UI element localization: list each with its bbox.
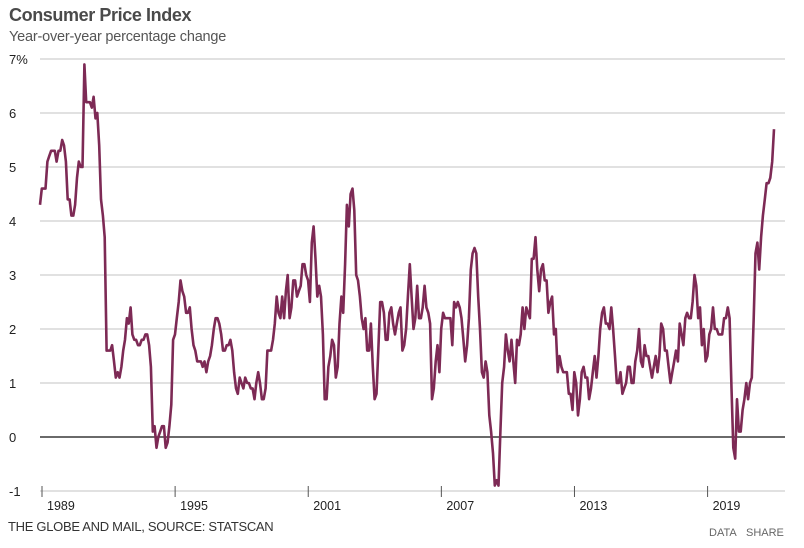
source-credit: THE GLOBE AND MAIL, SOURCE: STATSCAN [8,519,274,534]
x-tick-label: 1989 [47,499,75,513]
x-tick-label: 2001 [313,499,341,513]
cpi-series-line [38,63,776,487]
chart-subtitle: Year-over-year percentage change [9,29,227,45]
y-tick-label: 4 [9,214,16,229]
y-tick-label: 1 [9,376,16,391]
y-axis-labels: -1 0 1 2 3 4 5 6 7% [9,52,28,499]
chart-title: Consumer Price Index [9,5,192,25]
y-tick-label: 3 [9,268,16,283]
data-button[interactable]: DATA [709,527,737,539]
y-tick-label: 5 [9,160,16,175]
x-tick-label: 1995 [180,499,208,513]
x-tick-label: 2007 [446,499,474,513]
x-axis: 1989 1995 2001 2007 2013 2019 [41,486,741,513]
share-button[interactable]: SHARE [746,527,784,539]
y-tick-label: 2 [9,322,16,337]
y-tick-label: 6 [9,106,16,121]
y-tick-label: 0 [9,430,16,445]
x-tick-label: 2013 [579,499,607,513]
y-tick-label: 7% [9,52,28,67]
y-tick-label: -1 [9,484,21,499]
x-tick-label: 2019 [713,499,741,513]
series-group [38,63,776,487]
